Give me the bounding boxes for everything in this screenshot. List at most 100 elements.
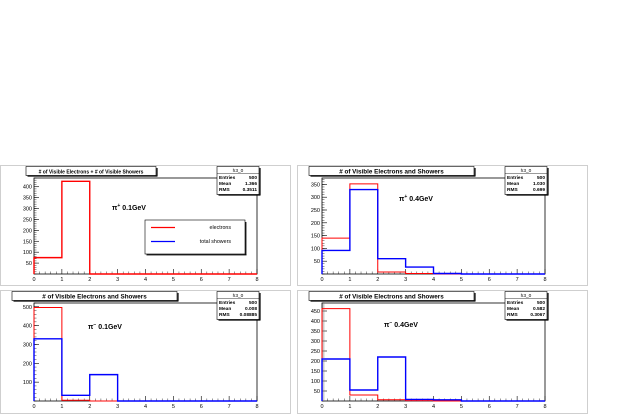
x-tick-label: 3 bbox=[116, 277, 119, 283]
chart-title-box: # of Visible Electrons and Showers bbox=[308, 166, 476, 177]
x-tick-label: 0 bbox=[32, 277, 35, 283]
y-tick-label: 200 bbox=[23, 361, 32, 367]
x-tick-label: 6 bbox=[488, 404, 491, 410]
annotation-label: π− 0.1GeV bbox=[88, 322, 122, 331]
y-tick-label: 200 bbox=[23, 228, 32, 234]
stats-value: 0.08885 bbox=[240, 312, 258, 318]
y-tick-label: 250 bbox=[311, 208, 320, 214]
stats-label: Entries bbox=[219, 300, 236, 306]
stats-label: Entries bbox=[219, 175, 236, 181]
x-tick-label: 0 bbox=[320, 404, 323, 410]
y-tick-label: 350 bbox=[311, 182, 320, 188]
stats-name: h3_0 bbox=[233, 168, 244, 174]
stats-label: Mean bbox=[507, 306, 519, 312]
y-tick-label: 500 bbox=[23, 305, 32, 311]
stats-value: 1.366 bbox=[245, 181, 257, 187]
x-tick-label: 7 bbox=[516, 404, 519, 410]
y-tick-label: 50 bbox=[314, 259, 320, 265]
stats-value: 500 bbox=[537, 175, 545, 181]
annotation-label: π+ 0.4GeV bbox=[399, 194, 433, 203]
x-tick-label: 0 bbox=[320, 277, 323, 283]
x-tick-label: 4 bbox=[144, 277, 147, 283]
stats-label: RMS bbox=[219, 312, 230, 318]
y-tick-label: 250 bbox=[311, 349, 320, 355]
stats-value: 0.008 bbox=[245, 306, 257, 312]
y-tick-label: 450 bbox=[311, 309, 320, 315]
annotation-label: π+ 0.1GeV bbox=[112, 203, 146, 212]
stats-name: h3_0 bbox=[233, 293, 244, 299]
x-tick-label: 3 bbox=[404, 277, 407, 283]
x-tick-label: 5 bbox=[172, 277, 175, 283]
chart-title: # of Visible Electrons + # of Visible Sh… bbox=[39, 169, 144, 175]
stats-value: 500 bbox=[249, 175, 257, 181]
x-tick-label: 1 bbox=[348, 404, 351, 410]
y-tick-label: 350 bbox=[311, 329, 320, 335]
histogram-panel-1: 0 1 2 3 4 5 6 7 8 50 100 150 200 250 300 350 400 # of Vis… bbox=[0, 165, 291, 286]
stats-value: 1.030 bbox=[533, 181, 545, 187]
x-tick-label: 2 bbox=[376, 404, 379, 410]
series-line-total-showers bbox=[321, 188, 545, 275]
pad-frame bbox=[297, 165, 588, 286]
y-tick-label: 200 bbox=[311, 359, 320, 365]
stats-name: h3_0 bbox=[521, 168, 532, 174]
y-tick-label: 250 bbox=[23, 217, 32, 223]
y-tick-label: 50 bbox=[26, 261, 32, 267]
stats-value: 0.699 bbox=[533, 187, 545, 193]
chart-title-box: # of Visible Electrons + # of Visible Sh… bbox=[25, 166, 158, 177]
series-line-electrons bbox=[33, 180, 257, 275]
y-tick-label: 300 bbox=[23, 207, 32, 213]
histogram-panel-3: 0 1 2 3 4 5 6 7 8 100 200 300 400 500 # of Visible Ele… bbox=[0, 290, 291, 414]
x-tick-label: 8 bbox=[543, 277, 546, 283]
stats-label: RMS bbox=[507, 187, 518, 193]
x-tick-label: 2 bbox=[376, 277, 379, 283]
legend-label: total showers bbox=[200, 239, 232, 245]
stats-label: Mean bbox=[219, 306, 231, 312]
y-tick-label: 150 bbox=[23, 239, 32, 245]
y-tick-label: 300 bbox=[311, 339, 320, 345]
stats-value: 500 bbox=[249, 300, 257, 306]
y-tick-label: 150 bbox=[311, 369, 320, 375]
y-tick-label: 400 bbox=[23, 185, 32, 191]
x-tick-label: 1 bbox=[60, 277, 63, 283]
x-tick-label: 2 bbox=[88, 277, 91, 283]
x-tick-label: 6 bbox=[200, 404, 203, 410]
y-tick-label: 400 bbox=[23, 324, 32, 330]
chart-title: # of Visible Electrons and Showers bbox=[339, 168, 444, 175]
histogram-panel-4: 0 1 2 3 4 5 6 7 8 50 100 150 200 250 300 350 400 450 # of … bbox=[297, 290, 588, 414]
x-tick-label: 7 bbox=[228, 404, 231, 410]
x-tick-label: 8 bbox=[543, 404, 546, 410]
series-line-total-showers bbox=[321, 356, 545, 402]
histogram-panel-2: 0 1 2 3 4 5 6 7 8 50 100 150 200 250 300 350 # of Visibl… bbox=[297, 165, 588, 286]
x-tick-label: 7 bbox=[228, 277, 231, 283]
x-tick-label: 4 bbox=[144, 404, 147, 410]
x-tick-label: 4 bbox=[432, 277, 435, 283]
stats-value: 0.582 bbox=[533, 306, 545, 312]
y-tick-label: 300 bbox=[311, 195, 320, 201]
x-tick-label: 8 bbox=[255, 277, 258, 283]
chart-title-box: # of Visible Electrons and Showers bbox=[11, 291, 179, 302]
y-tick-label: 100 bbox=[311, 379, 320, 385]
chart-title: # of Visible Electrons and Showers bbox=[339, 293, 444, 300]
x-tick-label: 4 bbox=[432, 404, 435, 410]
chart-title: # of Visible Electrons and Showers bbox=[42, 293, 147, 300]
stats-label: RMS bbox=[219, 187, 230, 193]
annotation-label: π− 0.4GeV bbox=[384, 320, 418, 329]
legend: electrons total showers bbox=[144, 219, 247, 256]
x-tick-label: 6 bbox=[488, 277, 491, 283]
x-tick-label: 5 bbox=[172, 404, 175, 410]
y-tick-label: 150 bbox=[311, 234, 320, 240]
legend-label: electrons bbox=[210, 225, 232, 231]
stats-label: Entries bbox=[507, 175, 524, 181]
x-tick-label: 7 bbox=[516, 277, 519, 283]
x-tick-label: 0 bbox=[32, 404, 35, 410]
y-tick-label: 200 bbox=[311, 221, 320, 227]
x-tick-label: 2 bbox=[88, 404, 91, 410]
stats-label: RMS bbox=[507, 312, 518, 318]
y-tick-label: 400 bbox=[311, 319, 320, 325]
x-tick-label: 8 bbox=[255, 404, 258, 410]
